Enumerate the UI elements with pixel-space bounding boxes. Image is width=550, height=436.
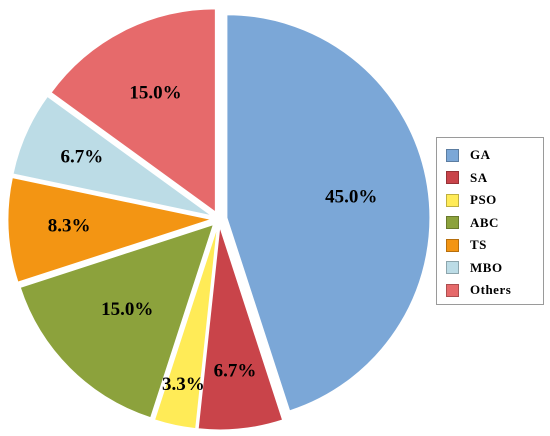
legend-item-abc: ABC bbox=[446, 212, 543, 235]
legend-item-sa: SA bbox=[446, 167, 543, 190]
legend-swatch bbox=[446, 193, 459, 207]
pie-slice-others bbox=[50, 8, 216, 213]
pie-label-sa: 6.7% bbox=[214, 361, 257, 382]
legend-label: ABC bbox=[470, 214, 499, 230]
pie-slices bbox=[7, 8, 431, 431]
legend-swatch bbox=[446, 148, 459, 162]
legend-item-ts: TS bbox=[446, 234, 543, 257]
pie-slice-pso bbox=[153, 226, 218, 430]
legend-label: SA bbox=[470, 169, 488, 185]
legend-label: GA bbox=[470, 147, 491, 163]
pie-slice-labels: 45.0% 6.7% 3.3% 15.0% 8.3% 6.7% 15.0% bbox=[48, 83, 378, 395]
legend-item-ga: GA bbox=[446, 144, 543, 167]
pie-slice-mbo bbox=[12, 95, 212, 217]
legend-item-pso: PSO bbox=[446, 189, 543, 212]
legend-item-others: Others bbox=[446, 279, 543, 302]
legend-label: MBO bbox=[470, 259, 503, 275]
pie-slice-sa bbox=[197, 226, 284, 431]
legend-swatch bbox=[446, 171, 459, 185]
pie-slice-abc bbox=[19, 223, 215, 419]
pie-label-abc: 15.0% bbox=[101, 299, 153, 320]
legend-swatch bbox=[446, 238, 459, 252]
pie-label-ga: 45.0% bbox=[325, 186, 377, 207]
legend-swatch bbox=[446, 283, 459, 297]
pie-label-others: 15.0% bbox=[129, 83, 181, 104]
legend-swatch bbox=[446, 261, 459, 275]
pie-label-mbo: 6.7% bbox=[60, 146, 103, 167]
legend-item-mbo: MBO bbox=[446, 257, 543, 280]
legend-label: Others bbox=[470, 282, 512, 298]
pie-label-ts: 8.3% bbox=[48, 215, 91, 236]
legend-label: PSO bbox=[470, 192, 497, 208]
pie-slice-ts bbox=[7, 177, 213, 283]
pie-slice-ga bbox=[226, 14, 431, 412]
pie-label-pso: 3.3% bbox=[162, 374, 205, 395]
chart-legend: GA SA PSO ABC TS MBO Others bbox=[436, 137, 544, 305]
legend-label: TS bbox=[470, 237, 487, 253]
legend-swatch bbox=[446, 216, 459, 230]
